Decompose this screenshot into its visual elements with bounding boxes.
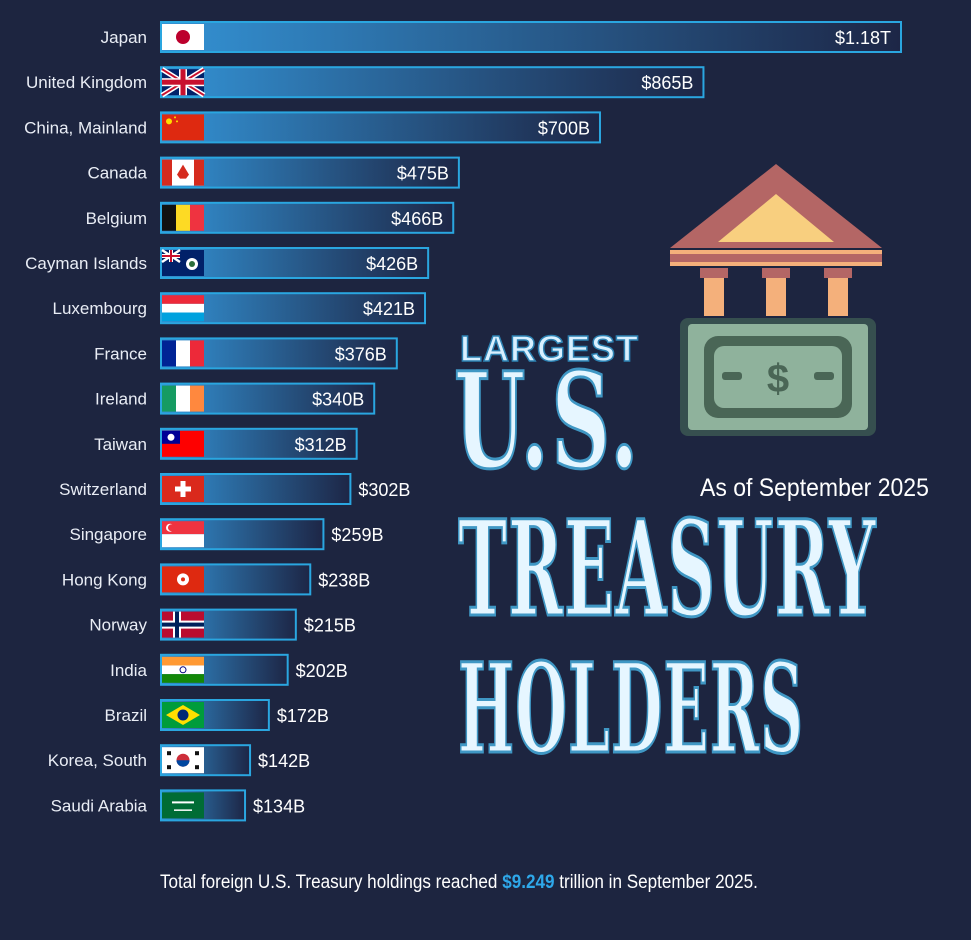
belgium-flag-icon bbox=[162, 204, 204, 231]
bar-row: Hong Kong $238B bbox=[62, 563, 370, 596]
bar-row: Belgium $466B bbox=[86, 201, 455, 234]
bar-row: Ireland $340B bbox=[95, 382, 376, 415]
value-label: $312B bbox=[295, 435, 347, 455]
value-label: $466B bbox=[391, 209, 443, 229]
title-treasury: TREASURY bbox=[457, 492, 877, 647]
bar-row: Taiwan $312B bbox=[94, 427, 358, 460]
category-label: India bbox=[110, 661, 147, 680]
bar-row: Cayman Islands $426B bbox=[25, 247, 430, 279]
bar bbox=[160, 111, 601, 144]
uk-flag-icon bbox=[160, 67, 206, 98]
value-label: $172B bbox=[277, 706, 329, 726]
value-label: $340B bbox=[312, 390, 364, 410]
luxembourg-flag-icon bbox=[162, 295, 204, 322]
bar-row: Singapore $259B bbox=[69, 518, 383, 551]
value-label: $865B bbox=[641, 73, 693, 93]
category-label: Switzerland bbox=[59, 480, 147, 499]
category-label: Korea, South bbox=[48, 751, 147, 770]
bar-row: Norway $215B bbox=[89, 608, 356, 641]
value-label: $700B bbox=[538, 118, 590, 138]
as-of-date: As of September 2025 bbox=[700, 474, 929, 502]
canada-flag-icon bbox=[162, 159, 204, 186]
bar bbox=[160, 292, 427, 325]
bar-row: Canada $475B bbox=[87, 156, 460, 189]
value-label: $259B bbox=[331, 525, 383, 545]
france-flag-icon bbox=[162, 340, 204, 367]
category-label: Taiwan bbox=[94, 435, 147, 454]
value-label: $142B bbox=[258, 751, 310, 771]
category-label: Luxembourg bbox=[52, 299, 147, 318]
japan-flag-icon bbox=[162, 24, 204, 50]
bar-row: Korea, South $142B bbox=[48, 744, 310, 777]
hongkong-flag-icon bbox=[162, 566, 204, 593]
footer-prefix: Total foreign U.S. Treasury holdings rea… bbox=[160, 872, 503, 893]
bar-row: Luxembourg $421B bbox=[52, 292, 427, 325]
category-label: China, Mainland bbox=[24, 118, 147, 137]
ireland-flag-icon bbox=[162, 385, 204, 412]
svg-text:$: $ bbox=[767, 357, 789, 401]
title-largest: LARGEST bbox=[459, 327, 640, 370]
category-label: Singapore bbox=[69, 525, 147, 544]
category-label: Japan bbox=[101, 28, 147, 47]
norway-flag-icon bbox=[162, 611, 204, 638]
bar-row: India $202B bbox=[110, 653, 348, 686]
value-label: $302B bbox=[358, 480, 410, 500]
value-label: $215B bbox=[304, 616, 356, 636]
bar bbox=[160, 201, 455, 234]
china-flag-icon bbox=[162, 114, 204, 141]
category-label: Norway bbox=[89, 616, 147, 635]
value-label: $475B bbox=[397, 164, 449, 184]
bar-row: Japan $1.18T bbox=[101, 21, 902, 53]
value-label: $134B bbox=[253, 796, 305, 816]
bar-row: France $376B bbox=[94, 337, 398, 370]
cayman-flag-icon bbox=[161, 248, 204, 276]
category-label: Hong Kong bbox=[62, 570, 147, 589]
switzerland-flag-icon bbox=[162, 476, 204, 502]
category-label: France bbox=[94, 344, 147, 363]
bar bbox=[160, 66, 705, 99]
taiwan-flag-icon bbox=[162, 430, 204, 457]
title-block: LARGEST U.S. As of September 2025 TREASU… bbox=[453, 327, 938, 788]
bar-row: United Kingdom $865B bbox=[26, 66, 705, 99]
saudi-flag-icon bbox=[162, 792, 204, 819]
title-us: U.S. bbox=[453, 344, 641, 499]
value-label: $1.18T bbox=[835, 28, 891, 48]
bar-row: Switzerland $302B bbox=[59, 473, 410, 505]
category-label: Saudi Arabia bbox=[51, 796, 148, 815]
value-label: $376B bbox=[335, 344, 387, 364]
india-flag-icon bbox=[162, 656, 204, 683]
category-label: Brazil bbox=[104, 706, 147, 725]
bar bbox=[160, 156, 460, 189]
footer-suffix: trillion in September 2025. bbox=[554, 872, 758, 893]
singapore-flag-icon bbox=[162, 521, 204, 548]
bank-money-icon: $ bbox=[670, 164, 882, 436]
value-label: $426B bbox=[366, 254, 418, 274]
bar bbox=[160, 21, 902, 53]
korea-flag-icon bbox=[162, 747, 204, 774]
value-label: $202B bbox=[296, 661, 348, 681]
category-label: United Kingdom bbox=[26, 73, 147, 92]
category-label: Cayman Islands bbox=[25, 254, 147, 273]
footer-note: Total foreign U.S. Treasury holdings rea… bbox=[160, 872, 758, 894]
bar bbox=[160, 247, 430, 279]
category-label: Belgium bbox=[86, 209, 147, 228]
value-label: $421B bbox=[363, 299, 415, 319]
brazil-flag-icon bbox=[162, 702, 204, 728]
title-holders: HOLDERS bbox=[457, 637, 805, 782]
footer-total: $9.249 bbox=[502, 872, 555, 893]
category-label: Canada bbox=[87, 164, 147, 183]
bar-row: Saudi Arabia $134B bbox=[51, 789, 305, 822]
category-label: Ireland bbox=[95, 390, 147, 409]
bar-row: Brazil $172B bbox=[104, 699, 329, 731]
value-label: $238B bbox=[318, 570, 370, 590]
bar-row: China, Mainland $700B bbox=[24, 111, 601, 144]
